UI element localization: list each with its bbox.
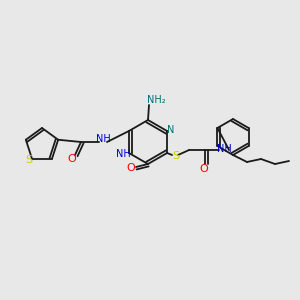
Text: NH₂: NH₂ xyxy=(147,95,165,105)
Text: S: S xyxy=(172,151,180,161)
Text: NH: NH xyxy=(96,134,110,144)
Text: O: O xyxy=(127,163,135,173)
Text: O: O xyxy=(200,164,208,174)
Text: S: S xyxy=(26,155,33,165)
Text: O: O xyxy=(68,154,76,164)
Text: NH: NH xyxy=(116,149,130,159)
Text: N: N xyxy=(167,125,175,135)
Text: NH: NH xyxy=(217,144,231,154)
